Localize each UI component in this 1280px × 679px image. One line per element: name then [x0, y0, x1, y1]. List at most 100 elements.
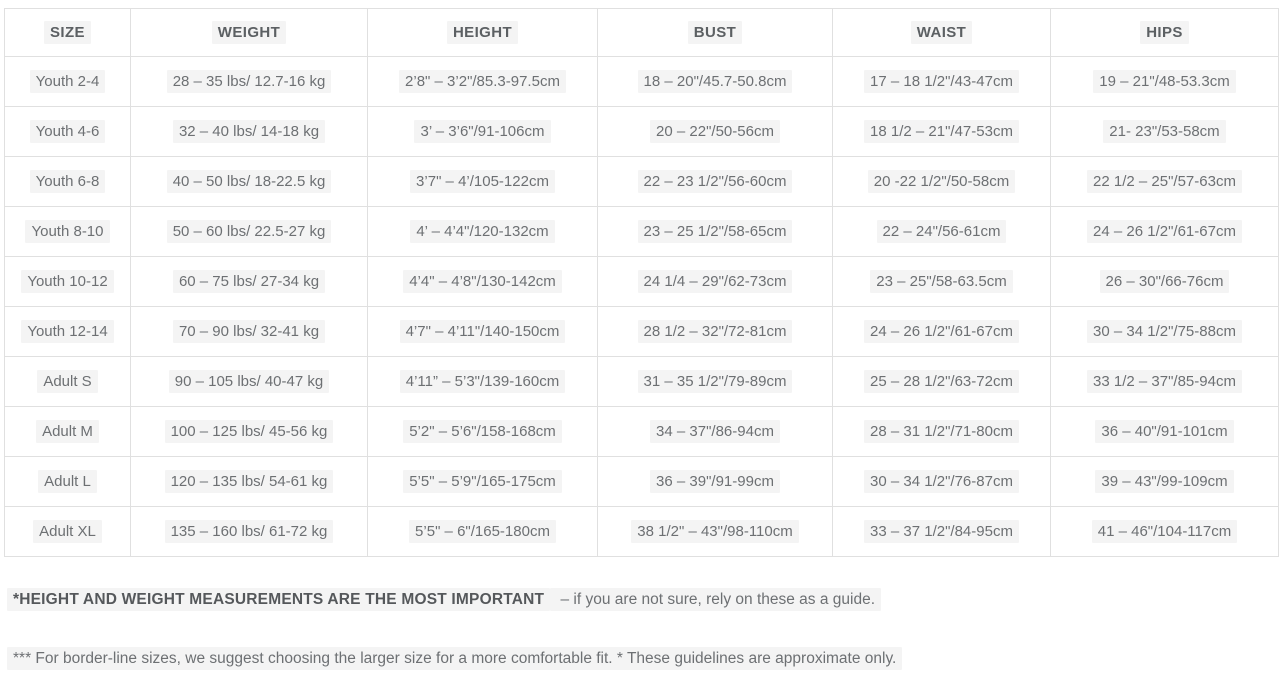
- table-cell-text: 5’5" – 5’9"/165-175cm: [403, 470, 562, 493]
- table-cell-text: 5’5" – 6"/165-180cm: [409, 520, 556, 543]
- table-cell-text: 40 – 50 lbs/ 18-22.5 kg: [166, 170, 332, 193]
- table-row: Youth 12-14 70 – 90 lbs/ 32-41 kg 4’7" – 4…: [4, 306, 1279, 357]
- table-cell-hips: 21- 23"/53-58cm: [1050, 106, 1279, 157]
- table-cell-text: 120 – 135 lbs/ 54-61 kg: [164, 470, 334, 493]
- table-cell-waist: 28 – 31 1/2"/71-80cm: [832, 406, 1051, 457]
- table-cell-text: 24 – 26 1/2"/61-67cm: [864, 320, 1019, 343]
- footnotes: *HEIGHT AND WEIGHT MEASUREMENTS ARE THE …: [4, 588, 1280, 671]
- table-cell-height: 3’ – 3’6"/91-106cm: [367, 106, 598, 157]
- table-cell-weight: 50 – 60 lbs/ 22.5-27 kg: [130, 206, 368, 257]
- table-cell-weight: 120 – 135 lbs/ 54-61 kg: [130, 456, 368, 507]
- note-height-weight: *HEIGHT AND WEIGHT MEASUREMENTS ARE THE …: [7, 588, 1280, 611]
- table-cell-bust: 18 – 20"/45.7-50.8cm: [597, 56, 833, 107]
- table-row: Adult S 90 – 105 lbs/ 40-47 kg 4’11” – 5’3…: [4, 356, 1279, 407]
- table-cell-hips: 22 1/2 – 25"/57-63cm: [1050, 156, 1279, 207]
- table-cell-text: 33 1/2 – 37"/85-94cm: [1087, 370, 1242, 393]
- table-cell-text: 23 – 25 1/2"/58-65cm: [637, 220, 793, 243]
- table-cell-bust: 31 – 35 1/2"/79-89cm: [597, 356, 833, 407]
- column-header-label: HEIGHT: [446, 21, 519, 44]
- table-cell-weight: 40 – 50 lbs/ 18-22.5 kg: [130, 156, 368, 207]
- table-cell-waist: 33 – 37 1/2"/84-95cm: [832, 506, 1051, 557]
- table-cell-bust: 22 – 23 1/2"/56-60cm: [597, 156, 833, 207]
- table-cell-text: 22 1/2 – 25"/57-63cm: [1087, 170, 1242, 193]
- table-cell-text: 60 – 75 lbs/ 27-34 kg: [172, 270, 326, 293]
- table-cell-waist: 25 – 28 1/2"/63-72cm: [832, 356, 1051, 407]
- table-cell-hips: 41 – 46"/104-117cm: [1050, 506, 1279, 557]
- table-cell-hips: 19 – 21"/48-53.3cm: [1050, 56, 1279, 107]
- column-header-size: SIZE: [4, 8, 131, 57]
- column-header-waist: WAIST: [832, 8, 1051, 57]
- table-cell-text: Youth 10-12: [21, 270, 114, 293]
- table-cell-text: 18 – 20"/45.7-50.8cm: [637, 70, 793, 93]
- note-borderline-sizes: *** For border-line sizes, we suggest ch…: [7, 647, 1280, 671]
- table-row: Adult M 100 – 125 lbs/ 45-56 kg 5’2" – 5’6…: [4, 406, 1279, 457]
- note-borderline-sizes-text: *** For border-line sizes, we suggest ch…: [7, 647, 903, 671]
- table-cell-bust: 34 – 37"/86-94cm: [597, 406, 833, 457]
- table-cell-waist: 30 – 34 1/2"/76-87cm: [832, 456, 1051, 507]
- table-cell-text: Youth 6-8: [29, 170, 106, 193]
- table-cell-text: 30 – 34 1/2"/76-87cm: [864, 470, 1019, 493]
- table-cell-text: 3’ – 3’6"/91-106cm: [414, 120, 551, 143]
- table-cell-size: Adult M: [4, 406, 131, 457]
- table-cell-hips: 26 – 30"/66-76cm: [1050, 256, 1279, 307]
- column-header-hips: HIPS: [1050, 8, 1279, 57]
- table-cell-text: Adult S: [37, 370, 98, 393]
- table-cell-text: 20 -22 1/2"/50-58cm: [867, 170, 1016, 193]
- table-cell-size: Youth 2-4: [4, 56, 131, 107]
- table-cell-text: 36 – 39"/91-99cm: [650, 470, 780, 493]
- table-cell-text: 19 – 21"/48-53.3cm: [1093, 70, 1236, 93]
- table-cell-weight: 100 – 125 lbs/ 45-56 kg: [130, 406, 368, 457]
- table-cell-hips: 39 – 43"/99-109cm: [1050, 456, 1279, 507]
- table-cell-text: Youth 8-10: [25, 220, 110, 243]
- table-cell-text: 24 – 26 1/2"/61-67cm: [1087, 220, 1242, 243]
- table-row: Adult XL 135 – 160 lbs/ 61-72 kg 5’5" – 6"…: [4, 506, 1279, 557]
- table-row: Youth 2-4 28 – 35 lbs/ 12.7-16 kg 2’8" – 3…: [4, 56, 1279, 107]
- table-cell-text: Youth 2-4: [29, 70, 106, 93]
- table-cell-size: Youth 6-8: [4, 156, 131, 207]
- table-cell-size: Youth 4-6: [4, 106, 131, 157]
- table-cell-bust: 36 – 39"/91-99cm: [597, 456, 833, 507]
- table-cell-weight: 60 – 75 lbs/ 27-34 kg: [130, 256, 368, 307]
- table-cell-bust: 20 – 22"/50-56cm: [597, 106, 833, 157]
- table-cell-text: 23 – 25"/58-63.5cm: [870, 270, 1013, 293]
- table-cell-waist: 20 -22 1/2"/50-58cm: [832, 156, 1051, 207]
- table-cell-text: 30 – 34 1/2"/75-88cm: [1087, 320, 1242, 343]
- table-cell-text: 33 – 37 1/2"/84-95cm: [864, 520, 1019, 543]
- table-cell-text: 50 – 60 lbs/ 22.5-27 kg: [166, 220, 332, 243]
- table-cell-waist: 18 1/2 – 21"/47-53cm: [832, 106, 1051, 157]
- table-cell-bust: 38 1/2" – 43"/98-110cm: [597, 506, 833, 557]
- table-cell-size: Youth 12-14: [4, 306, 131, 357]
- table-cell-hips: 36 – 40"/91-101cm: [1050, 406, 1279, 457]
- table-cell-text: 24 1/4 – 29"/62-73cm: [637, 270, 793, 293]
- table-cell-size: Adult XL: [4, 506, 131, 557]
- table-cell-text: 32 – 40 lbs/ 14-18 kg: [172, 120, 326, 143]
- table-cell-text: 18 1/2 – 21"/47-53cm: [864, 120, 1019, 143]
- table-cell-size: Adult S: [4, 356, 131, 407]
- table-cell-text: Adult M: [36, 420, 99, 443]
- table-cell-hips: 30 – 34 1/2"/75-88cm: [1050, 306, 1279, 357]
- table-cell-text: 25 – 28 1/2"/63-72cm: [864, 370, 1019, 393]
- column-header-height: HEIGHT: [367, 8, 598, 57]
- table-cell-weight: 135 – 160 lbs/ 61-72 kg: [130, 506, 368, 557]
- column-header-label: BUST: [687, 21, 743, 44]
- table-cell-height: 5’5" – 5’9"/165-175cm: [367, 456, 598, 507]
- table-row: Youth 6-8 40 – 50 lbs/ 18-22.5 kg 3’7" – 4…: [4, 156, 1279, 207]
- table-cell-text: 4’11” – 5’3"/139-160cm: [399, 370, 566, 393]
- table-cell-height: 4’11” – 5’3"/139-160cm: [367, 356, 598, 407]
- table-cell-waist: 17 – 18 1/2"/43-47cm: [832, 56, 1051, 107]
- note-height-weight-rest: – if you are not sure, rely on these as …: [550, 588, 882, 611]
- table-cell-text: 28 – 31 1/2"/71-80cm: [864, 420, 1019, 443]
- table-cell-text: Adult XL: [33, 520, 102, 543]
- table-cell-size: Youth 10-12: [4, 256, 131, 307]
- table-cell-text: 3’7" – 4’/105-122cm: [410, 170, 555, 193]
- table-cell-text: 28 1/2 – 32"/72-81cm: [637, 320, 793, 343]
- note-height-weight-bold: *HEIGHT AND WEIGHT MEASUREMENTS ARE THE …: [7, 588, 551, 611]
- table-cell-height: 5’2" – 5’6"/158-168cm: [367, 406, 598, 457]
- table-cell-height: 5’5" – 6"/165-180cm: [367, 506, 598, 557]
- table-cell-text: 26 – 30"/66-76cm: [1099, 270, 1230, 293]
- table-cell-waist: 22 – 24"/56-61cm: [832, 206, 1051, 257]
- column-header-label: WAIST: [910, 21, 973, 44]
- table-cell-hips: 33 1/2 – 37"/85-94cm: [1050, 356, 1279, 407]
- table-cell-bust: 23 – 25 1/2"/58-65cm: [597, 206, 833, 257]
